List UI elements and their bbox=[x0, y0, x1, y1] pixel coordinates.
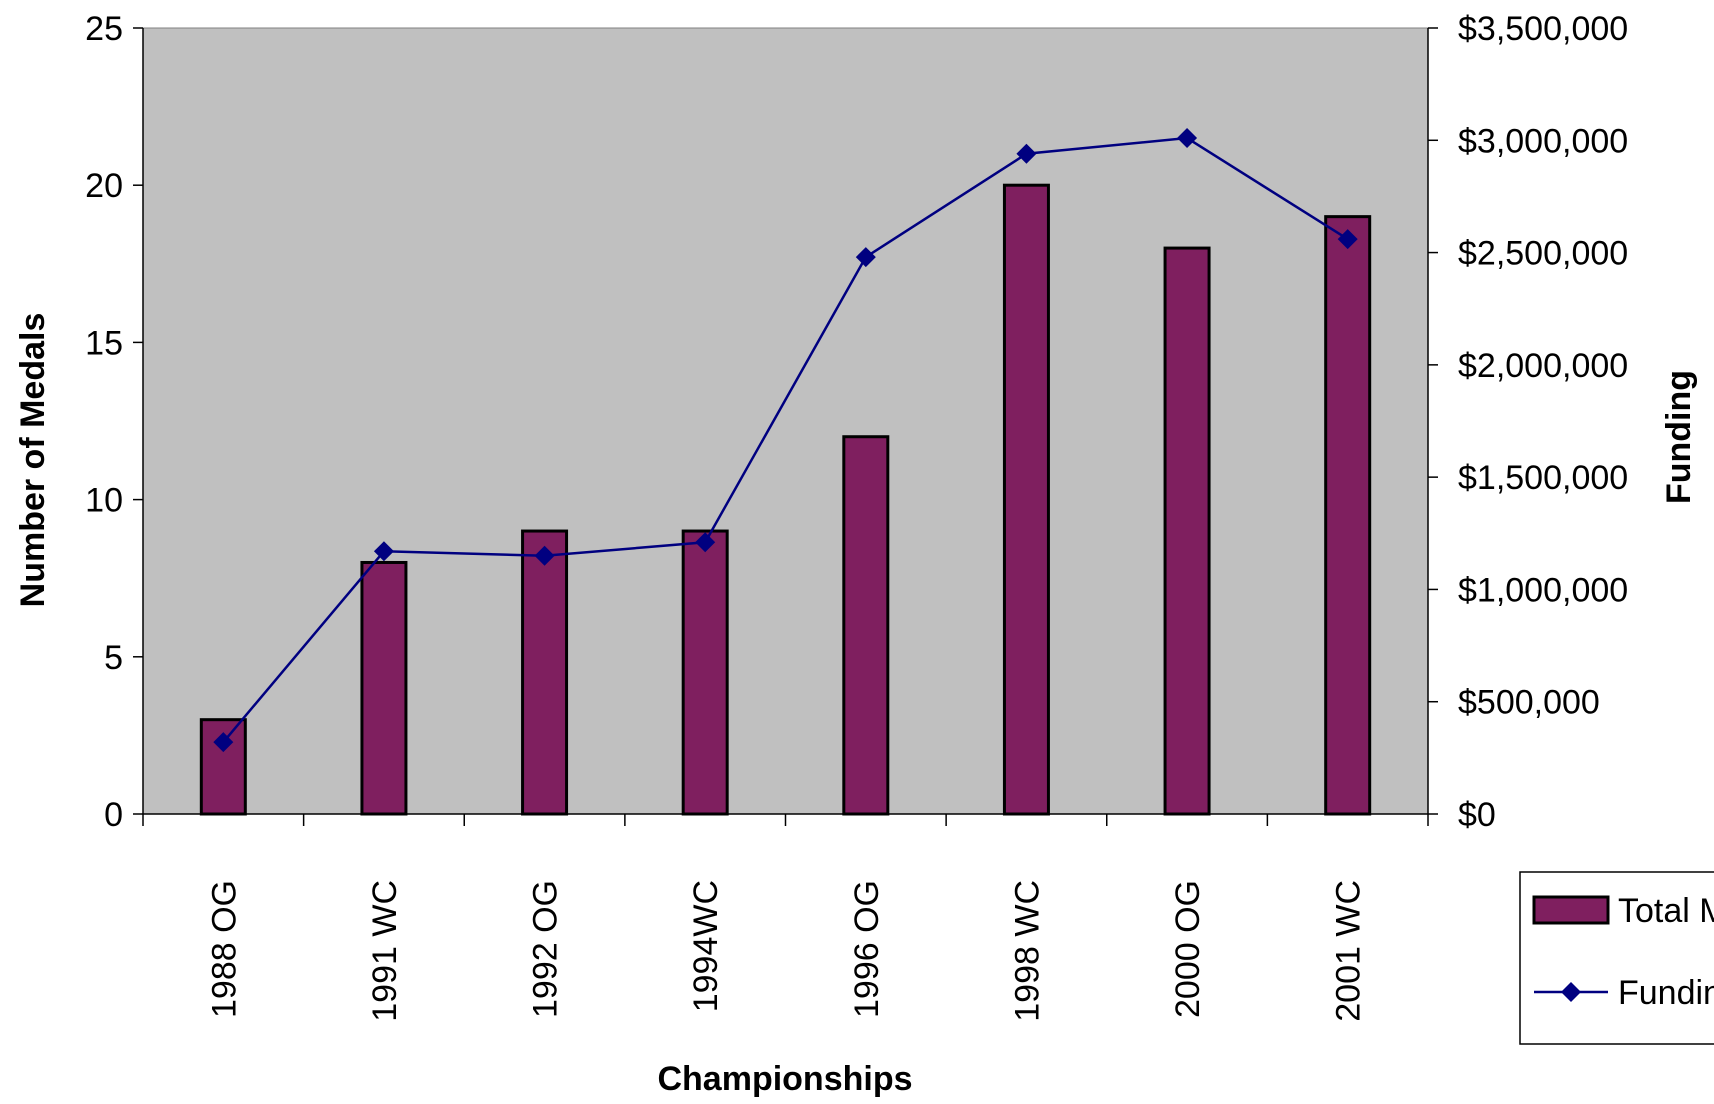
bar bbox=[842, 435, 890, 816]
x-tick-label: 1991 WC bbox=[366, 880, 404, 1022]
y2-tick-label: $1,000,000 bbox=[1458, 571, 1628, 609]
plot-area bbox=[142, 27, 1429, 815]
y2-tick-label: $2,000,000 bbox=[1458, 347, 1628, 385]
y-tick-label: 20 bbox=[85, 167, 123, 205]
y2-tick-label: $3,500,000 bbox=[1458, 10, 1628, 48]
y-tick-label: 15 bbox=[85, 324, 123, 362]
y2-axis-title: Funding bbox=[1660, 370, 1698, 504]
y2-tick-label: $500,000 bbox=[1458, 684, 1600, 722]
funding-point bbox=[1337, 229, 1358, 250]
x-tick-label: 1994WC bbox=[687, 880, 725, 1012]
legend-label-line: Fundin bbox=[1618, 974, 1714, 1012]
funding-point bbox=[695, 532, 716, 553]
legend: Total M Fundin bbox=[1519, 871, 1714, 1045]
funding-point bbox=[373, 541, 394, 562]
x-tick-label: 1998 WC bbox=[1008, 880, 1046, 1022]
legend-marker-icon bbox=[1561, 982, 1581, 1002]
funding-point bbox=[213, 732, 234, 753]
bar bbox=[1324, 215, 1372, 816]
y2-tick-label: $0 bbox=[1458, 796, 1496, 834]
y2-tick-label: $2,500,000 bbox=[1458, 235, 1628, 273]
bar bbox=[1002, 183, 1050, 816]
bar bbox=[681, 529, 729, 816]
y2-tick-label: $1,500,000 bbox=[1458, 459, 1628, 497]
x-tick-label: 2001 WC bbox=[1330, 880, 1368, 1022]
x-tick-label: 1988 OG bbox=[205, 880, 243, 1018]
x-tick-label: 1992 OG bbox=[527, 880, 565, 1018]
x-tick-label: 2000 OG bbox=[1169, 880, 1207, 1018]
x-tick-label: 1996 OG bbox=[848, 880, 886, 1018]
legend-swatch-bar bbox=[1532, 895, 1610, 925]
funding-point bbox=[1016, 143, 1037, 164]
bar bbox=[521, 529, 569, 816]
y-tick-label: 0 bbox=[104, 796, 123, 834]
y2-tick-label: $3,000,000 bbox=[1458, 122, 1628, 160]
bar bbox=[360, 560, 408, 816]
funding-point bbox=[1177, 128, 1198, 149]
y-tick-label: 25 bbox=[85, 10, 123, 48]
y-tick-label: 5 bbox=[104, 639, 123, 677]
funding-point bbox=[855, 247, 876, 268]
funding-point bbox=[534, 545, 555, 566]
x-axis-title: Championships bbox=[657, 1060, 912, 1098]
funding-line bbox=[222, 136, 1349, 743]
bar bbox=[1163, 246, 1211, 816]
y-axis-title: Number of Medals bbox=[14, 313, 52, 608]
y-tick-label: 10 bbox=[85, 482, 123, 520]
legend-label-bar: Total M bbox=[1618, 892, 1714, 930]
